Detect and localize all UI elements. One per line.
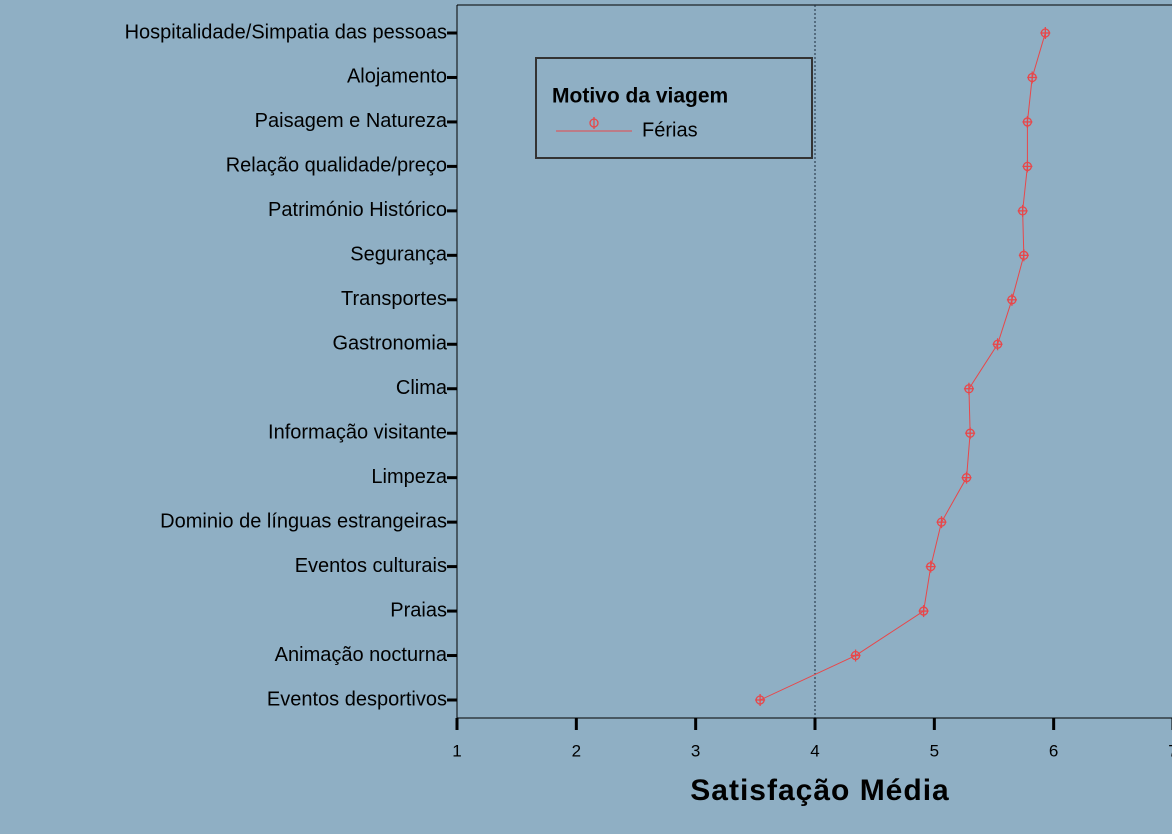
y-tick-label: Dominio de línguas estrangeiras <box>160 510 447 532</box>
point-marker <box>961 471 972 484</box>
y-tick-label: Eventos desportivos <box>267 688 447 710</box>
point-marker <box>850 649 861 662</box>
y-tick-label: Eventos culturais <box>295 555 447 577</box>
x-tick-label: 6 <box>1049 741 1058 760</box>
point-marker <box>1017 204 1028 217</box>
y-tick-label: Património Histórico <box>268 199 447 221</box>
y-tick-label: Segurança <box>350 244 448 266</box>
y-tick-label: Limpeza <box>371 466 447 488</box>
series-line <box>759 32 1046 701</box>
y-tick-label: Animação nocturna <box>275 644 448 666</box>
x-tick-label: 5 <box>930 741 939 760</box>
legend-title: Motivo da viagem <box>552 85 728 108</box>
point-marker <box>992 338 1003 351</box>
point-marker <box>963 382 974 395</box>
point-marker <box>755 694 766 706</box>
legend-label: Férias <box>642 119 698 141</box>
x-tick-label: 3 <box>691 741 700 760</box>
point-marker <box>1006 293 1017 306</box>
x-tick-label: 2 <box>572 741 581 760</box>
point-marker <box>1022 115 1033 128</box>
y-tick-label: Alojamento <box>347 66 447 88</box>
y-tick-label: Hospitalidade/Simpatia das pessoas <box>125 21 447 43</box>
point-marker <box>936 516 947 529</box>
y-tick-label: Relação qualidade/preço <box>226 155 447 177</box>
point-marker <box>925 560 936 573</box>
y-tick-label: Transportes <box>341 288 447 310</box>
point-marker <box>1022 160 1033 173</box>
x-tick-label: 4 <box>810 741 819 760</box>
point-marker <box>1040 27 1051 39</box>
point-marker <box>918 605 929 618</box>
y-tick-label: Gastronomia <box>333 333 448 355</box>
point-marker <box>1027 71 1038 84</box>
x-axis-title: Satisfação Média <box>690 774 949 807</box>
point-marker <box>965 427 976 440</box>
x-tick-label: 1 <box>452 741 461 760</box>
y-tick-label: Praias <box>390 599 447 621</box>
y-tick-label: Paisagem e Natureza <box>255 110 448 132</box>
y-tick-label: Clima <box>396 377 448 399</box>
x-tick-label: 7 <box>1168 741 1172 760</box>
legend-box <box>535 57 813 159</box>
point-marker <box>1018 249 1029 262</box>
y-tick-label: Informação visitante <box>268 421 447 443</box>
